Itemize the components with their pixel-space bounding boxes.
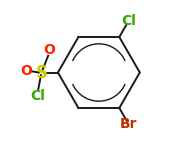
Text: Br: Br (120, 117, 138, 131)
Text: Cl: Cl (121, 14, 136, 28)
Text: S: S (35, 64, 47, 81)
Text: Cl: Cl (30, 89, 45, 103)
Text: O: O (43, 42, 55, 57)
Text: O: O (20, 64, 32, 78)
